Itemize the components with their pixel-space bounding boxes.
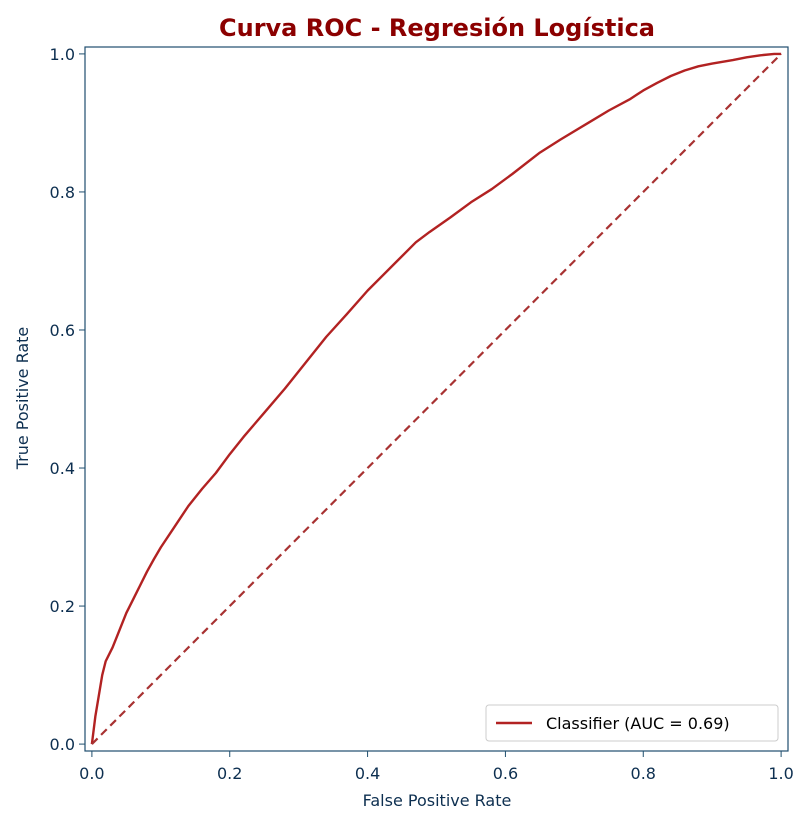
plot-area bbox=[84, 46, 789, 752]
x-tick-label: 0.4 bbox=[355, 764, 380, 783]
chart-title: Curva ROC - Regresión Logística bbox=[219, 14, 655, 42]
x-axis-label: False Positive Rate bbox=[363, 791, 512, 810]
y-axis-ticks: 0.0 0.2 0.4 0.6 0.8 1.0 bbox=[50, 45, 85, 754]
x-tick-label: 0.2 bbox=[217, 764, 242, 783]
chance-diagonal-line bbox=[91, 53, 782, 745]
y-tick-label: 0.6 bbox=[50, 321, 75, 340]
x-axis-ticks: 0.0 0.2 0.4 0.6 0.8 1.0 bbox=[79, 751, 794, 783]
plot-frame bbox=[84, 46, 789, 752]
x-tick-label: 1.0 bbox=[768, 764, 793, 783]
x-tick-label: 0.6 bbox=[493, 764, 518, 783]
y-tick-label: 0.4 bbox=[50, 459, 75, 478]
x-tick-label: 0.0 bbox=[79, 764, 104, 783]
legend-label-classifier: Classifier (AUC = 0.69) bbox=[546, 714, 730, 733]
y-tick-label: 0.0 bbox=[50, 735, 75, 754]
legend-frame bbox=[485, 704, 779, 742]
y-tick-label: 0.8 bbox=[50, 183, 75, 202]
x-tick-label: 0.8 bbox=[631, 764, 656, 783]
legend: Classifier (AUC = 0.69) bbox=[485, 704, 779, 742]
y-tick-label: 1.0 bbox=[50, 45, 75, 64]
y-axis-label: True Positive Rate bbox=[13, 327, 32, 471]
roc-curve-line bbox=[90, 52, 782, 745]
y-tick-label: 0.2 bbox=[50, 597, 75, 616]
